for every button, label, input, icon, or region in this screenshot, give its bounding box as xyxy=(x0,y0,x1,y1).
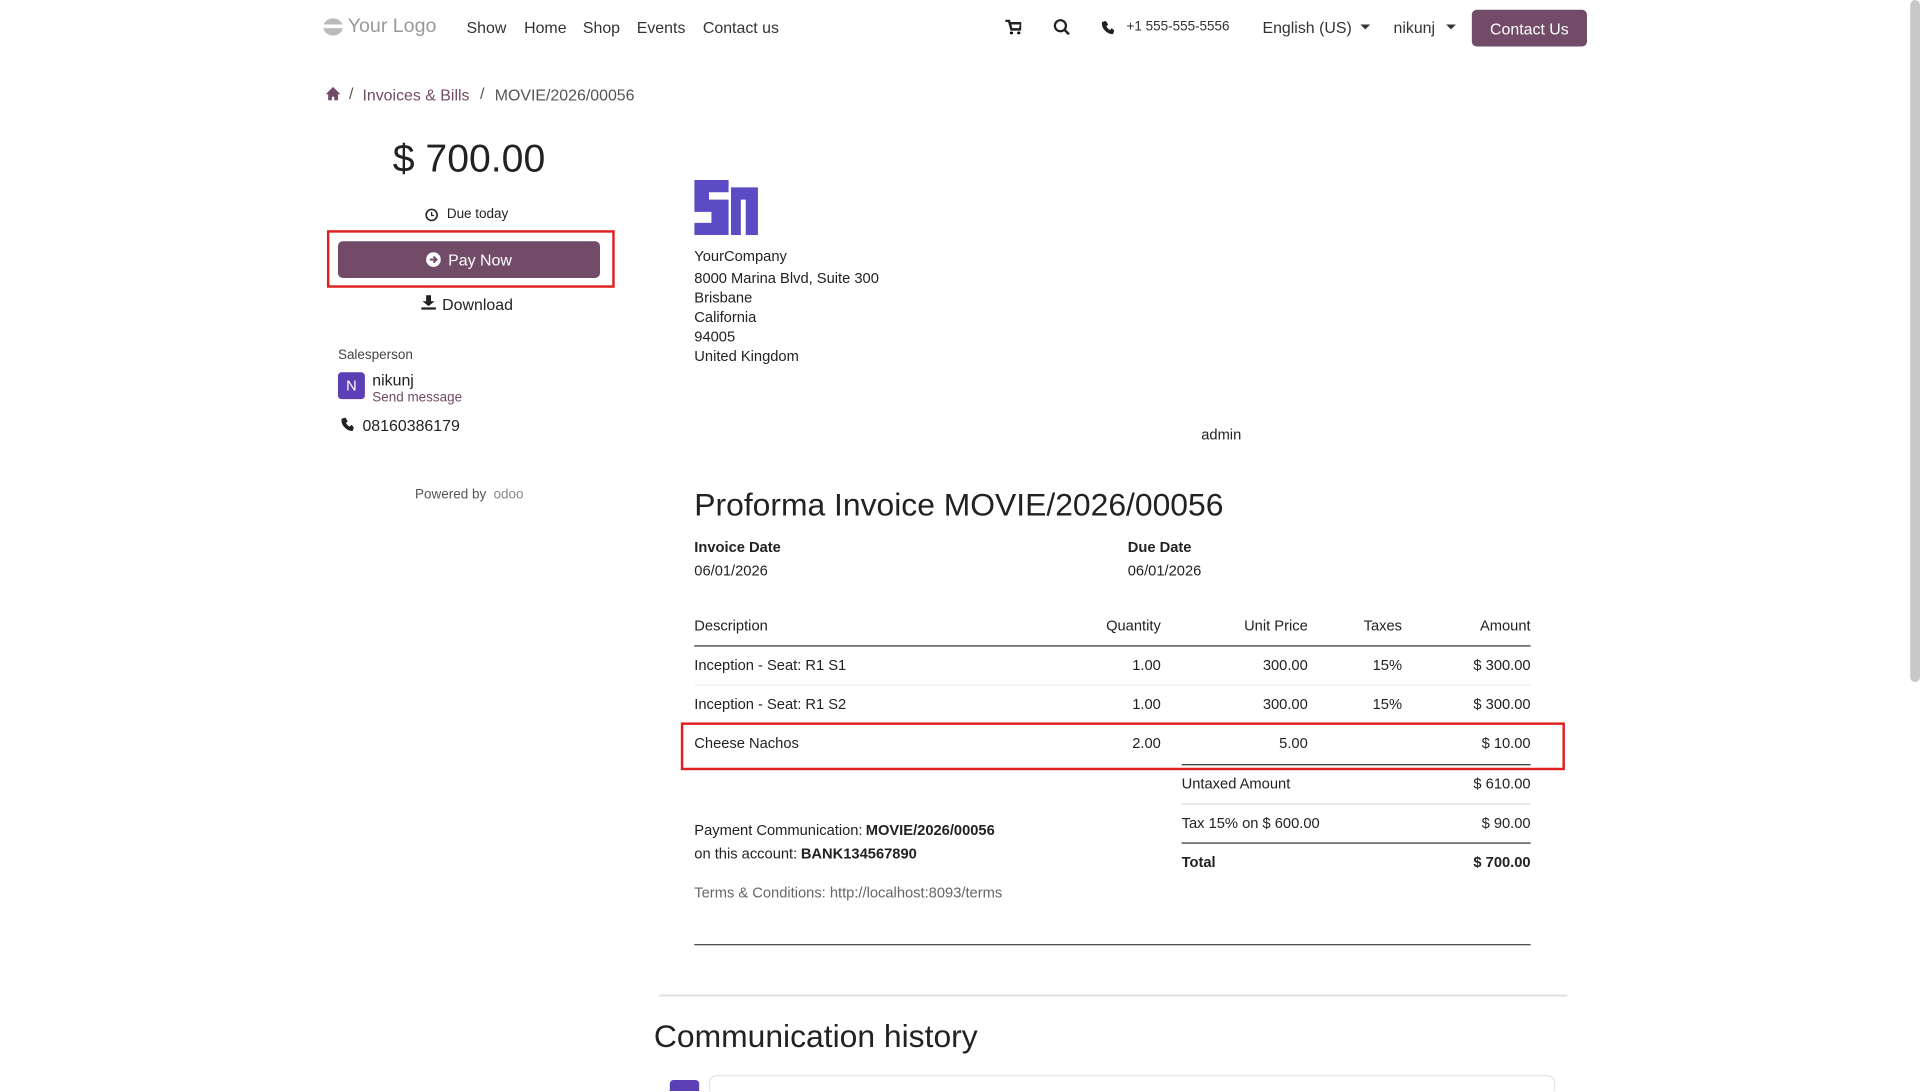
cell: 2.00 xyxy=(1132,734,1161,752)
divider xyxy=(658,994,1568,997)
admin: admin xyxy=(1201,426,1242,444)
nav-link[interactable]: Contact us xyxy=(702,17,779,37)
label: Salesperson xyxy=(337,347,413,362)
terms: Terms & Conditions: http://localhost:809… xyxy=(694,884,1003,902)
value: MOVIE/2026/00056 xyxy=(865,821,995,839)
avatar-initial: N xyxy=(346,377,357,395)
totals-rule xyxy=(1181,803,1531,805)
clock-icon xyxy=(425,208,438,222)
amount: $ 700.00 xyxy=(392,135,546,181)
total-value: $ 90.00 xyxy=(1481,814,1531,832)
label: Payment Communication: xyxy=(694,821,863,839)
nav-link[interactable]: Home xyxy=(524,17,567,37)
company-line: YourCompany xyxy=(694,247,787,265)
caret xyxy=(1446,24,1456,30)
logo-icon xyxy=(323,18,343,36)
cell: $ 300.00 xyxy=(1473,695,1531,713)
label: Invoice Date xyxy=(694,538,781,556)
cell: Inception - Seat: R1 S2 xyxy=(694,695,847,713)
company-line: 94005 xyxy=(694,328,736,346)
caret xyxy=(1360,24,1371,30)
value: BANK134567890 xyxy=(800,844,917,863)
due: Due today xyxy=(446,206,509,222)
company-line: 8000 Marina Blvd, Suite 300 xyxy=(694,269,879,287)
cell: Inception - Seat: R1 S1 xyxy=(694,656,847,674)
value: 06/01/2026 xyxy=(1127,562,1202,580)
salesperson: nikunj xyxy=(372,370,414,389)
company-line: Brisbane xyxy=(694,288,753,307)
rule xyxy=(694,944,1531,946)
invoice-title: Proforma Invoice MOVIE/2026/00056 xyxy=(694,486,1224,523)
home-icon[interactable] xyxy=(325,86,341,101)
cell: 1.00 xyxy=(1132,695,1161,713)
phone: 08160386179 xyxy=(362,415,460,435)
user-menu[interactable]: nikunj xyxy=(1393,17,1436,37)
download-link[interactable]: Download xyxy=(442,294,513,313)
cell: 300.00 xyxy=(1262,656,1308,674)
cell: 300.00 xyxy=(1262,695,1308,713)
separator: / xyxy=(348,84,354,103)
search-icon[interactable] xyxy=(1053,18,1070,36)
breadcrumb-link[interactable]: Invoices & Bills xyxy=(362,85,470,104)
nav-link[interactable]: Show xyxy=(466,17,507,37)
row-rule xyxy=(694,684,1531,686)
phone-icon xyxy=(341,417,354,432)
cart-icon[interactable] xyxy=(1005,19,1022,35)
column-header: Taxes xyxy=(1363,617,1403,635)
brand: odoo xyxy=(493,486,524,502)
breadcrumb-current: MOVIE/2026/00056 xyxy=(494,85,635,104)
cell: 15% xyxy=(1372,695,1403,713)
total-value: $ 610.00 xyxy=(1473,775,1531,793)
arrow-icon xyxy=(426,252,441,267)
total-value: $ 700.00 xyxy=(1473,853,1531,871)
column-header: Amount xyxy=(1479,617,1531,635)
label: Due Date xyxy=(1127,538,1192,556)
cell: Cheese Nachos xyxy=(694,734,799,752)
pay-now-button[interactable] xyxy=(337,241,601,278)
section-title: Communication history xyxy=(653,1017,978,1055)
phone: +1 555-555-5556 xyxy=(1126,18,1230,34)
powered-by: Powered by xyxy=(415,486,487,502)
nav-link[interactable]: Shop xyxy=(582,17,621,37)
language-menu[interactable]: English (US) xyxy=(1262,17,1352,37)
send-message[interactable]: Send message xyxy=(372,390,463,405)
totals-rule xyxy=(1181,842,1531,844)
cell: 5.00 xyxy=(1279,734,1308,752)
company-line: California xyxy=(694,308,757,326)
highlight-box xyxy=(680,722,1565,771)
pay-now-label[interactable]: Pay Now xyxy=(448,250,512,269)
total-label: Total xyxy=(1181,853,1216,871)
phone-icon xyxy=(1101,20,1115,35)
company-line: United Kingdom xyxy=(694,347,799,365)
separator: / xyxy=(480,84,485,103)
table-rule xyxy=(694,645,1531,647)
avatar xyxy=(669,1080,700,1092)
cell: $ 300.00 xyxy=(1473,656,1531,674)
company-logo xyxy=(694,180,758,236)
column-header: Description xyxy=(694,617,768,635)
total-label: Untaxed Amount xyxy=(1181,775,1291,793)
total-label: Tax 15% on $ 600.00 xyxy=(1181,814,1320,832)
scrollbar[interactable] xyxy=(1910,0,1920,683)
logo[interactable]: Your Logo xyxy=(347,15,437,37)
avatar xyxy=(337,372,365,400)
column-header: Quantity xyxy=(1106,617,1161,635)
nav-link[interactable]: Events xyxy=(636,17,686,37)
value: 06/01/2026 xyxy=(694,562,768,580)
cell: $ 10.00 xyxy=(1481,734,1531,752)
totals-rule xyxy=(1181,764,1531,766)
column-header: Unit Price xyxy=(1244,617,1308,635)
contact-button-label[interactable]: Contact Us xyxy=(1490,18,1569,38)
cell: 1.00 xyxy=(1132,656,1161,674)
label: on this account: xyxy=(694,844,798,863)
download-icon xyxy=(421,295,436,310)
message-card xyxy=(708,1075,1556,1092)
cell: 15% xyxy=(1372,656,1403,674)
contact-button[interactable] xyxy=(1471,9,1587,47)
highlight-box xyxy=(326,230,615,288)
